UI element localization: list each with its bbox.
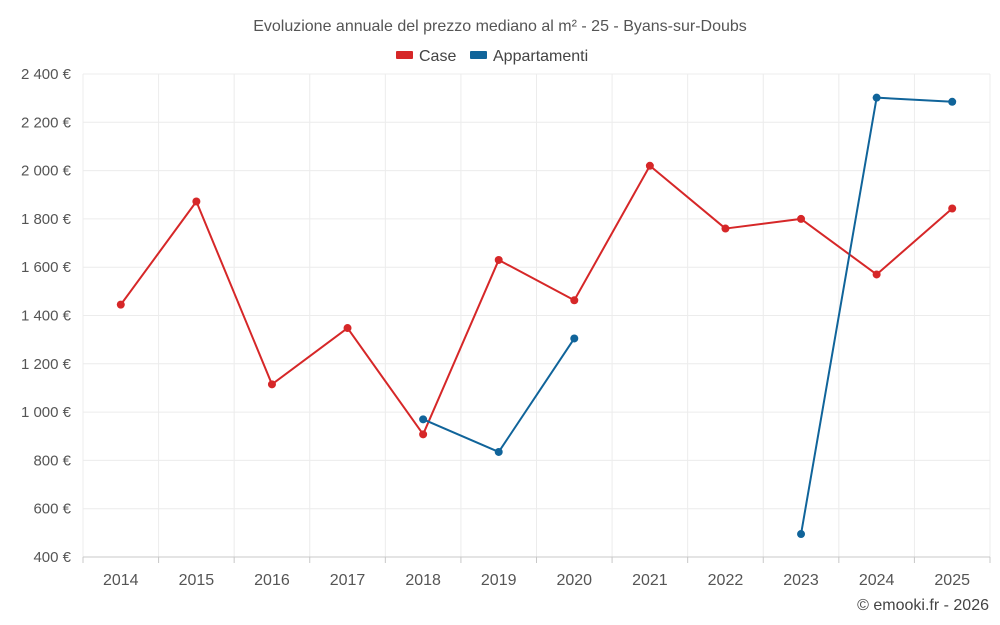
data-point-case[interactable]: [872, 270, 881, 279]
credit-text: © emooki.fr - 2026: [857, 597, 989, 614]
x-tick-label: 2016: [254, 572, 290, 589]
x-tick-label: 2017: [330, 572, 366, 589]
data-point-case[interactable]: [721, 224, 730, 233]
legend-item-appartamenti[interactable]: Appartamenti: [470, 48, 588, 65]
y-tick-label: 2 200 €: [21, 114, 72, 131]
x-tick-label: 2021: [632, 572, 668, 589]
x-tick-label: 2023: [783, 572, 819, 589]
data-point-case[interactable]: [192, 197, 201, 206]
data-point-appartamenti[interactable]: [494, 447, 503, 456]
data-point-appartamenti[interactable]: [797, 530, 806, 539]
chart-title: Evoluzione annuale del prezzo mediano al…: [253, 18, 747, 35]
data-point-case[interactable]: [570, 296, 579, 305]
y-axis: 400 € 600 € 800 € 1 000 € 1 200 € 1 400 € 1 60…: [21, 66, 72, 566]
series-line-case: [119, 164, 954, 436]
data-point-case[interactable]: [948, 204, 957, 213]
data-point-appartamenti[interactable]: [872, 93, 881, 102]
grid: [82, 73, 991, 558]
data-point-case[interactable]: [494, 255, 503, 264]
x-axis: 2014 2015 2016 2017 2018 2019 2020 2021 2022 2023…: [82, 556, 991, 589]
series-layer: [116, 93, 957, 539]
y-tick-label: 2 400 €: [21, 66, 72, 83]
y-tick-label: 1 600 €: [21, 259, 72, 276]
y-tick-label: 800 €: [33, 452, 71, 469]
data-point-case[interactable]: [343, 324, 352, 333]
y-tick-label: 1 200 €: [21, 356, 72, 373]
data-point-appartamenti[interactable]: [570, 334, 579, 343]
x-tick-label: 2015: [179, 572, 215, 589]
x-tick-label: 2014: [103, 572, 139, 589]
data-point-case[interactable]: [419, 430, 428, 439]
x-tick-label: 2022: [708, 572, 744, 589]
data-point-appartamenti[interactable]: [948, 97, 957, 106]
y-tick-label: 400 €: [33, 549, 71, 566]
series-line-appartamenti: [422, 337, 576, 453]
legend-swatch-appartamenti: [470, 51, 487, 59]
y-tick-label: 1 000 €: [21, 404, 72, 421]
x-tick-label: 2019: [481, 572, 517, 589]
x-tick-label: 2020: [556, 572, 592, 589]
y-tick-label: 600 €: [33, 501, 71, 518]
y-tick-label: 1 400 €: [21, 308, 72, 325]
legend-item-case[interactable]: Case: [396, 48, 456, 65]
x-tick-label: 2024: [859, 572, 895, 589]
legend-label-appartamenti: Appartamenti: [493, 48, 588, 65]
legend-label-case: Case: [419, 48, 456, 65]
x-tick-label: 2025: [934, 572, 970, 589]
y-tick-label: 2 000 €: [21, 163, 72, 180]
legend[interactable]: Case Appartamenti: [396, 48, 588, 65]
x-tick-label: 2018: [405, 572, 441, 589]
data-point-case[interactable]: [267, 380, 276, 389]
data-point-case[interactable]: [645, 161, 654, 170]
y-tick-label: 1 800 €: [21, 211, 72, 228]
legend-swatch-case: [396, 51, 413, 59]
data-point-case[interactable]: [797, 214, 806, 223]
data-point-case[interactable]: [116, 300, 125, 309]
data-point-appartamenti[interactable]: [419, 415, 428, 424]
